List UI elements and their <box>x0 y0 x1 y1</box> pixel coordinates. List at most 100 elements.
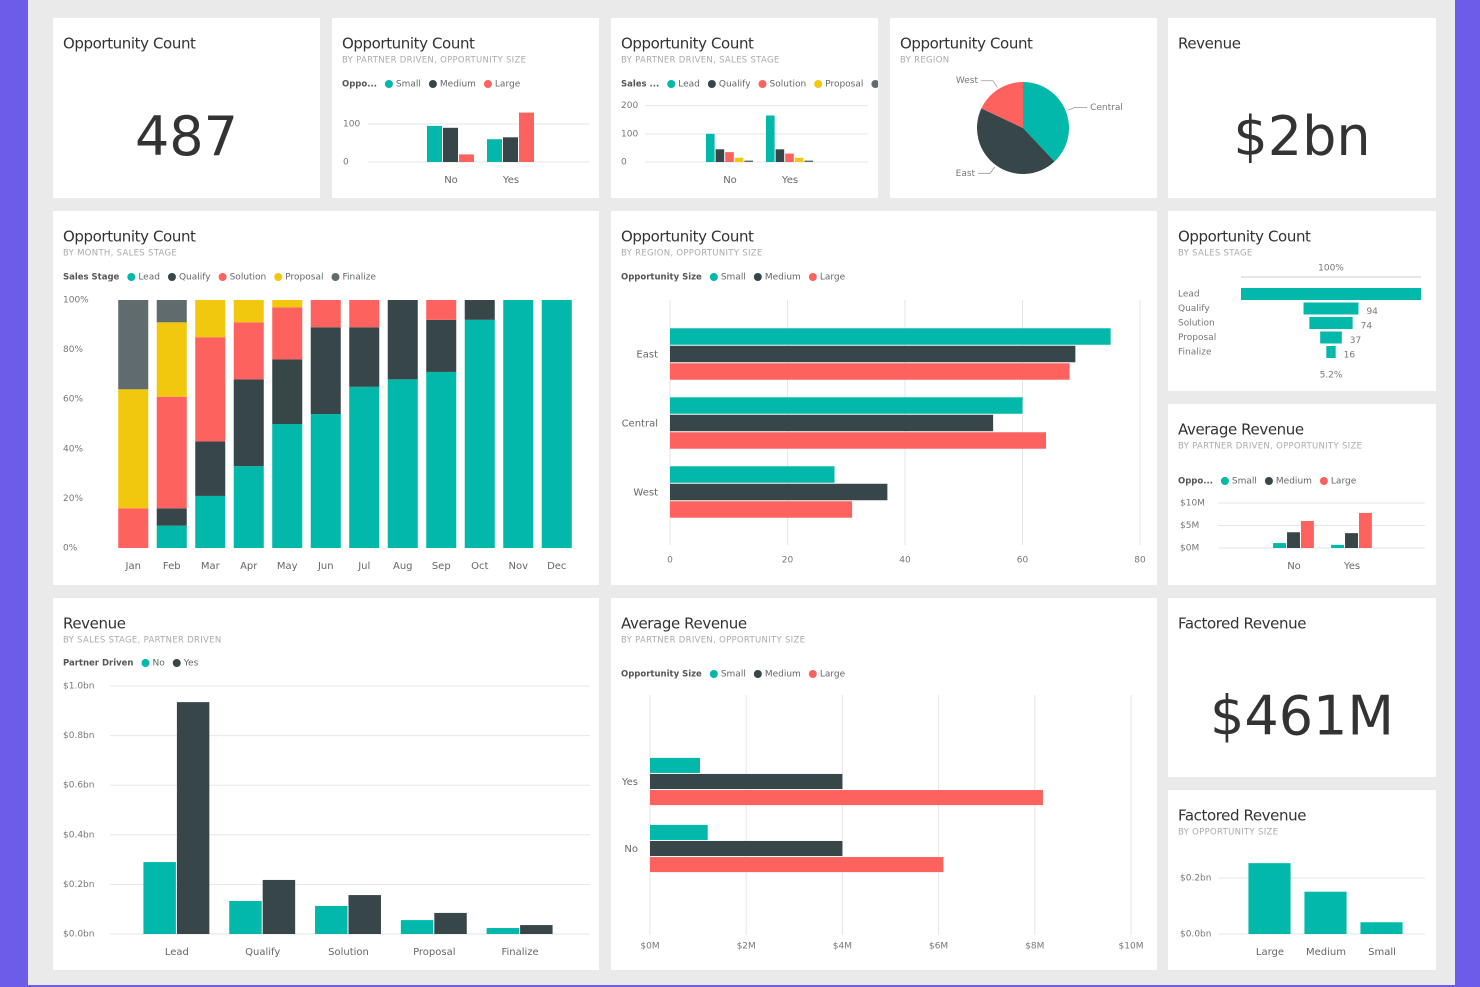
card-value: $2bn <box>1233 105 1370 168</box>
bar-segment <box>118 508 149 548</box>
legend-swatch <box>483 80 492 88</box>
bar-segment <box>541 300 572 548</box>
legend-label: Small <box>721 670 746 680</box>
legend-label: Large <box>820 273 846 283</box>
tile-subtitle: BY PARTNER DRIVEN, OPPORTUNITY SIZE <box>621 636 805 646</box>
bar <box>176 702 210 934</box>
tile-title: Average Revenue <box>621 615 747 633</box>
legend-swatch <box>667 80 676 88</box>
bar <box>1358 512 1372 548</box>
x-tick-label: Medium <box>1306 947 1346 958</box>
legend-swatch <box>1220 477 1229 485</box>
y-tick-label: No <box>624 844 638 855</box>
funnel-value-label: 16 <box>1344 351 1356 361</box>
bar-segment <box>503 300 534 548</box>
legend-swatch <box>384 80 393 88</box>
legend-swatch <box>753 670 762 678</box>
x-tick-label: $4M <box>833 942 852 952</box>
tile-background <box>1168 598 1436 777</box>
x-tick-label: Dec <box>547 561 566 572</box>
bar <box>650 790 1043 806</box>
tile-title: Opportunity Count <box>63 228 196 246</box>
y-tick-label: $0.4bn <box>63 830 94 840</box>
bar-segment <box>233 300 264 323</box>
bar-segment <box>310 414 341 548</box>
legend-label: Medium <box>440 80 476 90</box>
y-tick-label: $0.0bn <box>1180 930 1211 940</box>
legend-label: Solution <box>770 80 807 90</box>
funnel-value-label: 74 <box>1361 322 1373 332</box>
card-value: 487 <box>135 105 238 168</box>
tile-subtitle: BY PARTNER DRIVEN, SALES STAGE <box>621 56 780 66</box>
bar <box>670 345 1076 363</box>
bar-segment <box>387 379 418 548</box>
x-tick-label: May <box>277 561 298 572</box>
legend-swatch <box>141 659 150 667</box>
bar-segment <box>349 300 380 328</box>
bar <box>670 328 1111 345</box>
tile: Average Revenue BY PARTNER DRIVEN, OPPORT… <box>611 598 1157 970</box>
legend-swatch <box>167 273 176 281</box>
bar <box>1331 544 1345 548</box>
y-tick-label: $0M <box>1180 544 1199 554</box>
bar <box>794 157 804 162</box>
y-tick-label: $0.2bn <box>63 880 94 890</box>
legend-swatch <box>707 80 716 88</box>
tile-title: Opportunity Count <box>900 35 1033 53</box>
tile-title: Opportunity Count <box>621 35 754 53</box>
y-tick-label: Yes <box>621 777 638 788</box>
bar <box>734 157 744 162</box>
bar-segment <box>118 389 149 509</box>
bar <box>650 857 944 873</box>
y-tick-label: 200 <box>621 101 638 111</box>
legend-swatch <box>814 80 823 88</box>
tile: Factored Revenue BY OPPORTUNITY SIZE $0.0b… <box>1168 790 1436 970</box>
y-tick-label: 0% <box>63 544 78 554</box>
bar-segment <box>464 300 495 320</box>
funnel-category: Qualify <box>1178 304 1210 314</box>
bar-segment <box>233 322 264 380</box>
bar <box>315 905 348 934</box>
x-tick-label: Small <box>1368 947 1396 958</box>
y-tick-label: 80% <box>63 345 83 355</box>
x-tick-label: No <box>723 175 737 186</box>
bar-segment <box>272 424 303 548</box>
x-tick-label: Oct <box>471 561 488 572</box>
bar <box>427 125 442 162</box>
legend-label: Small <box>721 273 746 283</box>
x-tick-label: $10M <box>1119 942 1144 952</box>
tile-subtitle: BY SALES STAGE, PARTNER DRIVEN <box>63 636 222 646</box>
y-tick-label: 60% <box>63 395 83 405</box>
x-tick-label: Solution <box>328 947 369 958</box>
tile: Opportunity Count BY REGION Central East Wes… <box>890 18 1157 198</box>
x-tick-label: $8M <box>1025 942 1044 952</box>
bar <box>1248 863 1291 934</box>
bar-segment <box>349 327 380 387</box>
legend-label: Large <box>1331 477 1357 487</box>
bar-segment <box>272 307 303 360</box>
bar <box>706 133 715 162</box>
tile: Opportunity Count BY MONTH, SALES STAGE Sa… <box>53 211 599 585</box>
tile-title: Revenue <box>63 615 126 633</box>
tile-title: Factored Revenue <box>1178 615 1306 633</box>
bar <box>744 160 753 162</box>
funnel-bar <box>1309 317 1353 329</box>
bar <box>487 139 502 162</box>
funnel-bar <box>1326 346 1336 358</box>
tile-background <box>1168 790 1436 970</box>
y-tick-label: 0 <box>621 158 627 168</box>
tile-title: Factored Revenue <box>1178 807 1306 825</box>
legend-title: Opportunity Size <box>621 273 702 283</box>
legend-swatch <box>428 80 437 88</box>
funnel-top-label: 100% <box>1318 264 1344 274</box>
y-tick-label: $0.2bn <box>1180 874 1211 884</box>
legend-swatch <box>808 273 817 281</box>
bar <box>1273 543 1287 548</box>
bar <box>670 483 888 501</box>
y-tick-label: Central <box>622 419 658 430</box>
y-tick-label: $0.0bn <box>63 930 94 940</box>
x-tick-label: 80 <box>1134 556 1146 566</box>
x-tick-label: 40 <box>899 556 911 566</box>
bar <box>1300 521 1314 548</box>
legend-swatch <box>127 273 136 281</box>
